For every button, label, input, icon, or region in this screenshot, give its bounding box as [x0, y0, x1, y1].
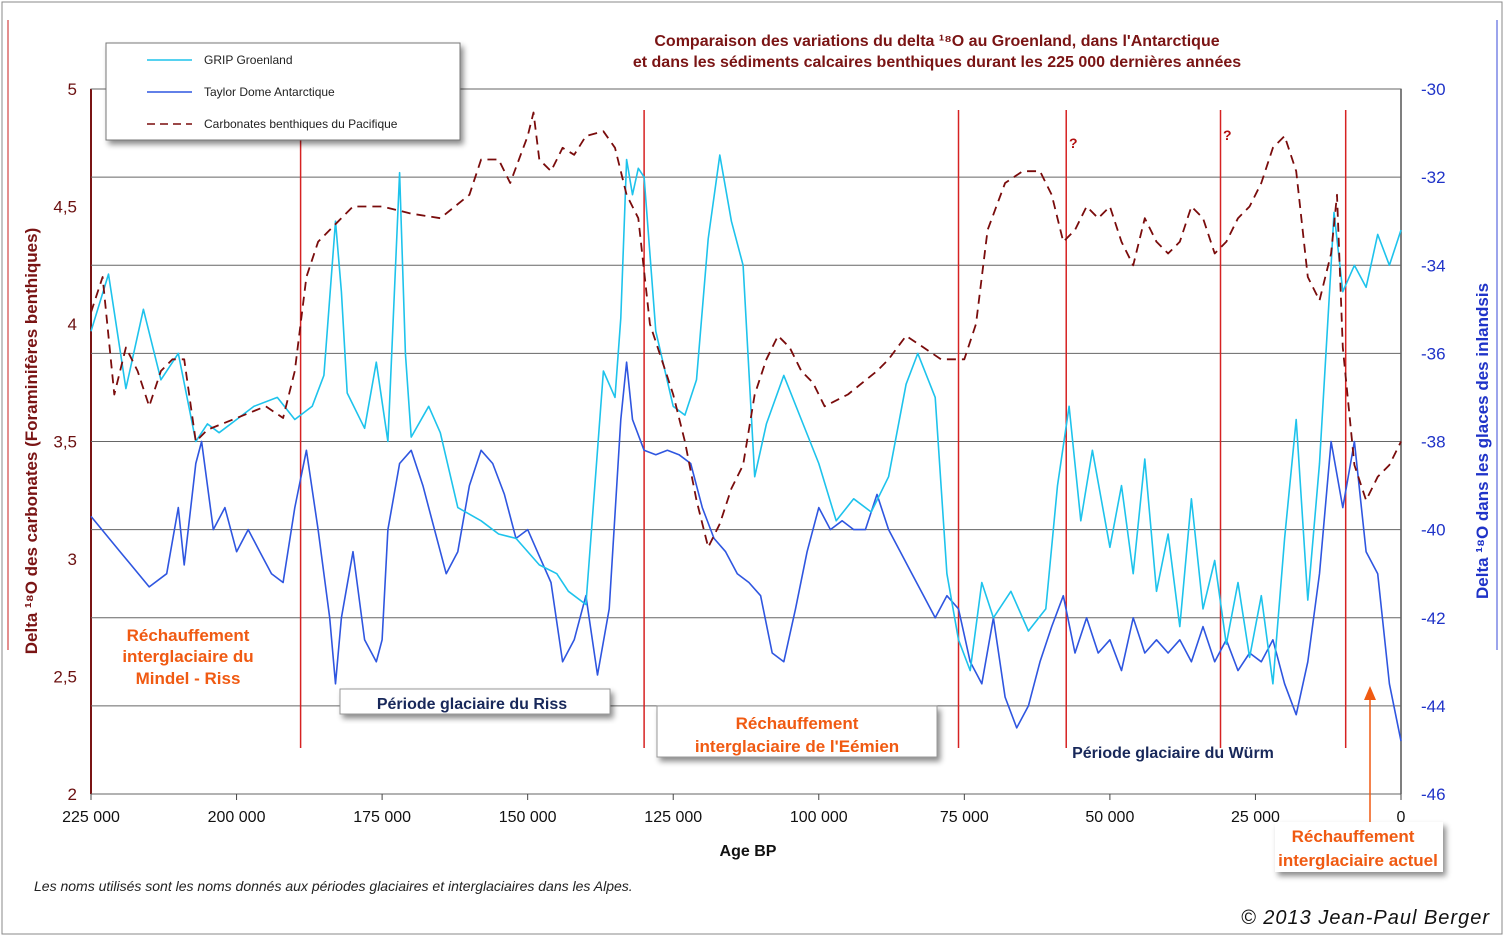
annotation-actuel-arrowhead [1364, 686, 1376, 700]
series-group [90, 111, 1402, 742]
y-left-tick-label-6: 2 [68, 785, 77, 804]
x-tick-label-3: 150 000 [499, 809, 557, 826]
x-tick-label-9: 0 [1397, 809, 1406, 826]
y-right-tick-label-2: -34 [1421, 256, 1446, 275]
legend-label-taylor: Taylor Dome Antarctique [204, 85, 335, 99]
annotation-eemien-line1: Réchauffement [736, 714, 859, 733]
annotation-mindel-riss: Réchauffement interglaciaire du Mindel -… [122, 626, 253, 688]
y-right-tick-label-3: -36 [1421, 344, 1446, 363]
y-right-tick-label-6: -42 [1421, 609, 1446, 628]
series-line-grip [90, 154, 1402, 685]
y-left-tick-label-0: 5 [68, 80, 77, 99]
tick-labels: 225 000 200 000 175 000 150 000 125 000 100 0… [53, 80, 1445, 826]
y-right-tick-label-4: -38 [1421, 433, 1446, 452]
annotation-riss-text: Période glaciaire du Riss [377, 696, 567, 713]
question-mark-2: ? [1223, 127, 1232, 143]
x-tick-label-8: 25 000 [1231, 809, 1280, 826]
annotation-wurm: Période glaciaire du Würm [1072, 745, 1274, 762]
annotation-mindel-riss-line1: Réchauffement [127, 626, 250, 645]
annotation-riss-box [339, 688, 611, 715]
footnote: Les noms utilisés sont les noms donnés a… [34, 878, 633, 894]
series-line-taylor [90, 361, 1402, 742]
x-tick-label-1: 200 000 [208, 809, 266, 826]
annotation-actuel-line1: Réchauffement [1292, 827, 1415, 846]
annotation-mindel-riss-line2: interglaciaire du [122, 647, 253, 666]
x-tick-label-5: 100 000 [790, 809, 848, 826]
series-line-carbonates [90, 111, 1402, 549]
x-tick-label-4: 125 000 [644, 809, 702, 826]
x-tick-label-2: 175 000 [353, 809, 411, 826]
y-left-tick-label-3: 3,5 [53, 433, 77, 452]
y-axis-left-title: Delta ¹⁸O des carbonates (Foraminifères … [22, 228, 41, 655]
x-tick-label-7: 50 000 [1085, 809, 1134, 826]
y-right-tick-label-0: -30 [1421, 80, 1446, 99]
chart-title-line1: Comparaison des variations du delta ¹⁸O … [654, 33, 1219, 50]
y-left-tick-label-2: 4 [68, 315, 77, 334]
x-axis-title: Age BP [720, 843, 777, 860]
x-tick-label-0: 225 000 [62, 809, 120, 826]
x-tick-label-6: 75 000 [940, 809, 989, 826]
annotation-actuel-box [1275, 822, 1443, 872]
y-left-tick-label-5: 2,5 [53, 668, 77, 687]
question-mark-1: ? [1069, 135, 1078, 151]
y-right-tick-label-8: -46 [1421, 785, 1446, 804]
annotation-actuel: Réchauffement interglaciaire actuel [1275, 686, 1443, 872]
legend: GRIP Groenland Taylor Dome Antarctique C… [105, 42, 461, 141]
annotation-eemien-line2: interglaciaire de l'Eémien [695, 737, 899, 756]
copyright: © 2013 Jean-Paul Berger [1241, 907, 1490, 929]
annotation-eemien: Réchauffement interglaciaire de l'Eémien [656, 705, 938, 758]
y-left-tick-label-4: 3 [68, 550, 77, 569]
y-right-tick-label-5: -40 [1421, 521, 1446, 540]
y-right-tick-label-1: -32 [1421, 168, 1446, 187]
y-right-tick-label-7: -44 [1421, 697, 1446, 716]
legend-label-carbonates: Carbonates benthiques du Pacifique [204, 117, 398, 131]
legend-label-grip: GRIP Groenland [204, 53, 293, 67]
y-left-tick-label-1: 4,5 [53, 198, 77, 217]
annotation-riss: Période glaciaire du Riss [339, 688, 611, 715]
annotation-mindel-riss-line3: Mindel - Riss [136, 669, 241, 688]
grid-lines [91, 88, 1401, 795]
annotation-actuel-line2: interglaciaire actuel [1278, 851, 1438, 870]
y-axis-right-title: Delta ¹⁸O dans les glaces des inlandsis [1473, 283, 1492, 599]
annotation-eemien-box [656, 705, 938, 758]
chart-title-line2: et dans les sédiments calcaires benthiqu… [633, 54, 1241, 71]
